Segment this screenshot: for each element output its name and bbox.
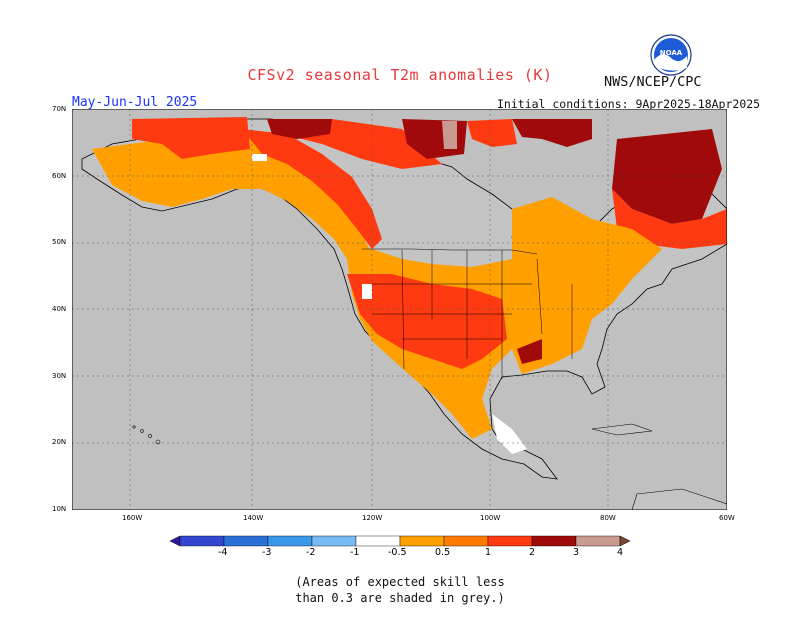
colorbar-cell <box>531 535 577 547</box>
colorbar-tick: -1 <box>350 547 360 558</box>
initial-conditions-label: Initial conditions: 9Apr2025-18Apr2025 <box>497 97 761 111</box>
season-label: May-Jun-Jul 2025 <box>72 95 198 110</box>
colorbar-tick: 3 <box>573 547 580 558</box>
footnote-line-2: than 0.3 are shaded in grey.) <box>295 591 505 605</box>
lon-label: 100W <box>480 514 501 522</box>
colorbar <box>170 535 630 547</box>
colorbar-tick: 4 <box>617 547 624 558</box>
colorbar-tick: 1 <box>485 547 492 558</box>
chart-title: CFSv2 seasonal T2m anomalies (K) <box>247 66 553 84</box>
colorbar-cell <box>355 535 401 547</box>
political-borders <box>362 248 573 379</box>
colorbar-arrow-left <box>170 535 181 547</box>
islands <box>132 423 727 510</box>
lon-label: 120W <box>362 514 383 522</box>
lon-label: 160W <box>122 514 143 522</box>
organization-label: NWS/NCEP/CPC <box>604 74 702 90</box>
lon-label: 60W <box>719 514 735 522</box>
colorbar-cells <box>170 535 630 547</box>
colorbar-tick: -4 <box>218 547 228 558</box>
lat-label: 10N <box>52 505 67 513</box>
lat-label: 50N <box>52 238 67 246</box>
colorbar-cell <box>443 535 489 547</box>
colorbar-tick: 2 <box>529 547 536 558</box>
lon-label: 140W <box>243 514 264 522</box>
colorbar-cell <box>311 535 357 547</box>
colorbar-cell <box>179 535 225 547</box>
anomaly-shading <box>92 117 727 454</box>
lat-label: 40N <box>52 305 67 313</box>
colorbar-arrow-right <box>619 535 630 547</box>
footnote-line-1: (Areas of expected skill less <box>295 575 505 589</box>
colorbar-cell <box>575 535 621 547</box>
lat-label: 70N <box>52 105 67 113</box>
lat-label: 20N <box>52 438 67 446</box>
lat-label: 60N <box>52 172 67 180</box>
colorbar-cell <box>267 535 313 547</box>
anomaly-map <box>72 109 727 510</box>
lon-label: 80W <box>600 514 616 522</box>
noaa-logo-icon: NOAA <box>650 34 692 76</box>
colorbar-tick: 0.5 <box>435 547 451 558</box>
colorbar-cell <box>487 535 533 547</box>
colorbar-tick: -2 <box>306 547 316 558</box>
colorbar-tick: -0.5 <box>388 547 407 558</box>
colorbar-tick: -3 <box>262 547 272 558</box>
colorbar-cell <box>399 535 445 547</box>
svg-text:NOAA: NOAA <box>660 49 683 57</box>
graticule <box>72 109 727 510</box>
lat-label: 30N <box>52 372 67 380</box>
colorbar-cell <box>223 535 269 547</box>
